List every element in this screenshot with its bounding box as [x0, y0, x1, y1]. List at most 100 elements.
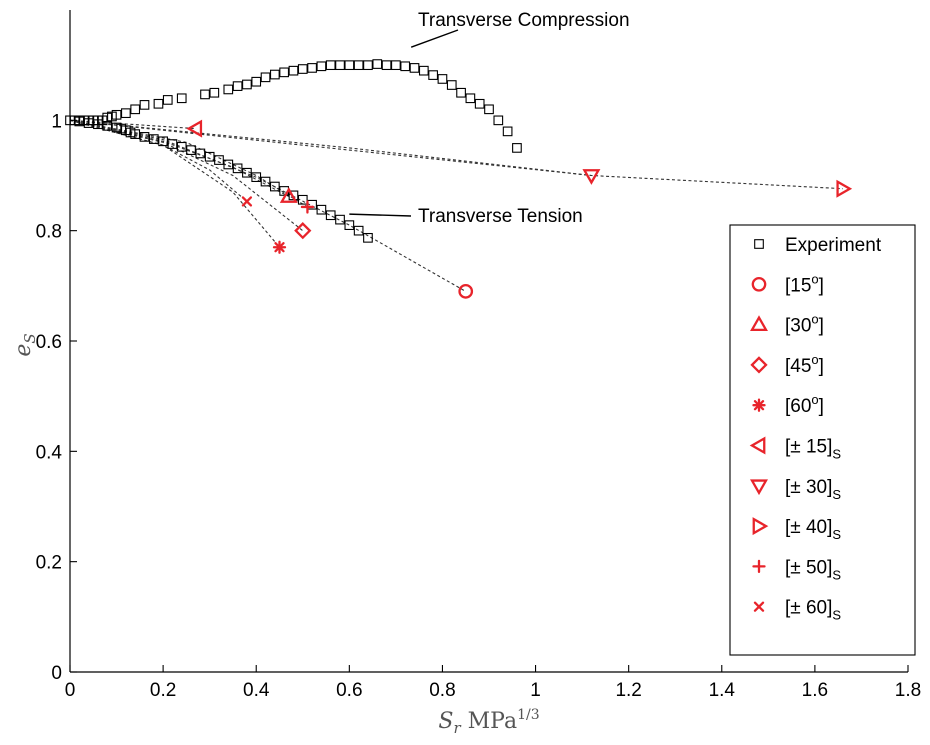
experiment-point — [200, 89, 210, 100]
model-point — [836, 179, 853, 198]
experiment-point — [214, 155, 224, 165]
experiment-point — [130, 104, 141, 115]
legend-marker — [752, 517, 769, 536]
experiment-markers — [65, 59, 522, 243]
experiment-point — [474, 98, 485, 109]
legend-marker — [752, 559, 766, 574]
dashed-line — [69, 119, 466, 292]
experiment-point — [400, 61, 411, 72]
experiment-point — [195, 148, 206, 159]
x-tick-label: 1 — [530, 680, 541, 701]
experiment-point — [269, 69, 280, 80]
y-tick-label: 0.4 — [36, 442, 63, 463]
experiment-point — [409, 63, 420, 73]
experiment-point — [456, 87, 466, 98]
axes: 0 0.2 0.4 0.6 0.8 1 1.2 1.4 1.6 1.8 0 0.2 0.4 0.6 0.8 1… — [11, 10, 921, 737]
x-tick-label: 0.6 — [336, 680, 362, 701]
annotations: Transverse Compression Transverse Tension — [349, 10, 630, 227]
y-tick-label: 0 — [51, 663, 62, 684]
experiment-point — [446, 80, 457, 90]
experiment-point — [209, 87, 220, 98]
legend: Experiment [15o] [30o] [45o] [60o] [± 15]S [± … — [729, 224, 916, 656]
legend-marker — [753, 601, 765, 612]
y-tick-label: 0.6 — [36, 332, 62, 353]
model-dashed-lines — [69, 119, 843, 292]
experiment-point — [176, 141, 187, 152]
model-point — [294, 222, 312, 240]
dashed-line — [69, 119, 248, 202]
legend-marker — [752, 398, 766, 412]
experiment-point — [465, 93, 476, 104]
x-tick-label: 1.8 — [895, 680, 921, 701]
model-point — [458, 283, 474, 299]
experiment-point — [83, 118, 94, 128]
legend-label: [15o] — [785, 271, 824, 296]
experiment-point — [153, 98, 164, 109]
experiment-point — [158, 136, 168, 147]
experiment-point — [111, 109, 122, 120]
legend-label: [60o] — [785, 392, 824, 417]
experiment-point — [381, 60, 392, 71]
experiment-point — [139, 100, 150, 110]
experiment-point — [335, 214, 345, 225]
experiment-point — [297, 64, 308, 74]
x-tick-label: 0 — [65, 680, 76, 701]
experiment-point — [260, 72, 271, 83]
experiment-point — [418, 65, 429, 76]
experiment-point — [297, 194, 308, 205]
x-tick-label: 1.6 — [802, 680, 828, 701]
legend-marker — [754, 239, 764, 249]
experiment-point — [269, 181, 280, 192]
dashed-line — [69, 119, 280, 248]
experiment-point — [307, 63, 317, 73]
experiment-point — [437, 74, 448, 84]
experiment-point — [363, 232, 373, 243]
x-tick-label: 0.4 — [243, 680, 270, 701]
x-tick-label: 1.4 — [709, 680, 736, 701]
experiment-point — [353, 225, 364, 236]
experiment-point — [251, 172, 262, 183]
experiment-point — [242, 167, 252, 178]
legend-label: [± 50]S — [785, 557, 841, 582]
experiment-point — [232, 163, 243, 174]
dashed-line — [69, 119, 196, 130]
legend-label: [± 40]S — [785, 517, 841, 542]
legend-label: [± 15]S — [785, 437, 841, 462]
legend-label: [± 60]S — [785, 598, 841, 623]
experiment-point — [353, 60, 364, 71]
model-point — [582, 169, 601, 185]
experiment-point — [344, 60, 355, 71]
experiment-point — [139, 132, 150, 142]
experiment-point — [93, 119, 103, 130]
model-point — [241, 196, 253, 207]
experiment-point — [74, 116, 85, 127]
legend-marker — [750, 315, 768, 332]
annotation-transverse-compression: Transverse Compression — [418, 10, 630, 31]
experiment-point — [176, 93, 187, 104]
experiment-point — [186, 145, 196, 155]
experiment-point — [502, 126, 513, 137]
experiment-point — [391, 60, 401, 71]
annotation-leader-line — [349, 213, 412, 217]
experiment-point — [167, 139, 178, 149]
experiment-point — [493, 115, 504, 126]
experiment-point — [372, 59, 383, 69]
legend-label: [30o] — [785, 312, 824, 337]
legend-marker — [751, 276, 767, 292]
experiment-point — [148, 134, 159, 144]
experiment-point — [223, 159, 234, 170]
legend-marker — [750, 479, 768, 496]
dashed-line — [69, 119, 843, 190]
experiment-point — [251, 76, 262, 87]
legend-marker — [750, 356, 768, 374]
x-tick-label: 1.2 — [615, 680, 641, 701]
experiment-point — [288, 65, 299, 76]
experiment-point — [242, 79, 252, 90]
experiment-point — [102, 121, 113, 131]
legend-marker — [749, 436, 766, 455]
legend-label: Experiment — [785, 235, 882, 256]
legend-label: [45o] — [785, 352, 824, 377]
experiment-point — [162, 95, 173, 105]
